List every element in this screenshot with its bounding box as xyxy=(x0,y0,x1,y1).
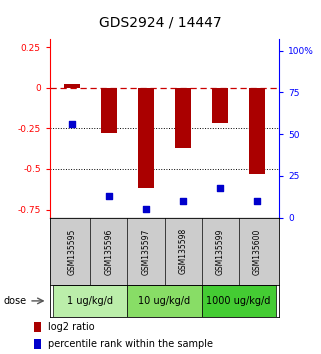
Bar xyxy=(34,322,41,332)
Bar xyxy=(54,285,127,317)
Text: log2 ratio: log2 ratio xyxy=(48,322,95,332)
Text: percentile rank within the sample: percentile rank within the sample xyxy=(48,339,213,349)
Bar xyxy=(202,285,275,317)
Bar xyxy=(138,88,154,188)
Text: GSM135598: GSM135598 xyxy=(178,228,187,274)
Point xyxy=(143,206,149,212)
Text: GSM135596: GSM135596 xyxy=(104,228,114,275)
Bar xyxy=(64,85,80,88)
Bar xyxy=(101,88,117,133)
Bar xyxy=(175,88,191,148)
Text: GSM135597: GSM135597 xyxy=(142,228,151,275)
Point xyxy=(255,198,260,204)
Bar xyxy=(212,88,228,124)
Point xyxy=(217,185,222,190)
Text: GSM135600: GSM135600 xyxy=(253,228,262,275)
Text: GSM135599: GSM135599 xyxy=(215,228,225,275)
Point xyxy=(107,193,112,199)
Text: dose: dose xyxy=(3,296,26,306)
Bar xyxy=(34,339,41,349)
Text: GDS2924 / 14447: GDS2924 / 14447 xyxy=(99,16,222,30)
Point xyxy=(69,121,74,127)
Text: 1 ug/kg/d: 1 ug/kg/d xyxy=(67,296,114,306)
Text: 10 ug/kg/d: 10 ug/kg/d xyxy=(138,296,191,306)
Point xyxy=(180,198,186,204)
Text: GSM135595: GSM135595 xyxy=(67,228,76,275)
Bar xyxy=(249,88,265,174)
Bar xyxy=(127,285,202,317)
Text: 1000 ug/kg/d: 1000 ug/kg/d xyxy=(206,296,271,306)
